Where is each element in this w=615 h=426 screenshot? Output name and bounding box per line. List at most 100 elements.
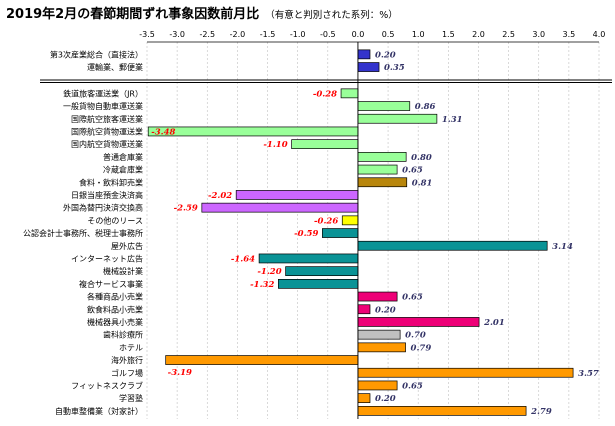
bar [357, 380, 398, 391]
value-label: 0.20 [375, 50, 396, 60]
category-label: 一般貨物自動車運送業 [63, 101, 143, 111]
category-label: インターネット広告 [71, 253, 143, 263]
value-label: 0.86 [415, 102, 436, 112]
chart-title-main: 2019年2月の春節期間ずれ事象因数前月比 [6, 7, 260, 22]
value-label: -3.19 [168, 368, 192, 378]
value-label: -0.26 [314, 216, 338, 226]
category-label: 飲食料品小売業 [87, 304, 143, 314]
value-label: -2.59 [174, 204, 198, 214]
category-label: フィットネスクラブ [71, 380, 143, 390]
value-label: -3.48 [151, 127, 175, 137]
chart-title: 2019年2月の春節期間ずれ事象因数前月比 （有意と判別された系列：%） [6, 3, 398, 22]
bar [285, 266, 359, 276]
category-label: 国内航空貨物運送業 [71, 139, 143, 149]
bar [357, 240, 548, 251]
bar [357, 406, 527, 416]
x-tick-label: -3.0 [169, 30, 185, 39]
bar [357, 291, 398, 302]
category-label: 学習塾 [119, 393, 143, 403]
chart-subtitle: （有意と判別された系列：%） [265, 10, 398, 21]
value-label: 0.35 [384, 63, 405, 73]
value-label: -1.32 [250, 280, 274, 290]
category-label: 各種商品小売業 [87, 292, 143, 302]
value-label: -0.59 [294, 229, 318, 239]
x-tick-label: -1.5 [260, 30, 276, 39]
value-label: 0.20 [375, 305, 396, 315]
bar [357, 177, 408, 188]
value-label: 0.65 [402, 293, 423, 303]
value-label: 0.20 [375, 394, 396, 404]
bar [278, 279, 359, 289]
bar [357, 49, 371, 60]
value-label: -1.64 [231, 254, 255, 264]
value-label: 2.01 [483, 318, 505, 328]
x-tick-label: -1.0 [290, 30, 306, 39]
category-label: 国際航空貨物運送業 [71, 126, 143, 136]
category-label: 冷蔵倉庫業 [103, 165, 143, 175]
bar [357, 164, 398, 175]
value-label: 3.14 [552, 242, 573, 252]
category-label: 運輸業、郵便業 [87, 62, 143, 72]
value-label: -1.20 [257, 267, 281, 277]
value-label: 0.65 [402, 381, 423, 391]
bar [357, 342, 406, 353]
x-tick-label: -0.5 [320, 30, 336, 39]
bar [201, 202, 359, 213]
bar [357, 152, 407, 162]
category-label: 第3次産業総合（直接法） [50, 49, 143, 59]
value-label: 1.31 [442, 115, 463, 125]
bar [357, 317, 480, 327]
category-label: 国際航空旅客運送業 [71, 114, 143, 124]
value-label: 3.57 [578, 369, 599, 379]
category-label: 自動車整備業（対家計） [55, 406, 143, 416]
category-label: 複合サービス事業 [79, 279, 143, 289]
category-label: ゴルフ場 [111, 368, 143, 378]
bar [357, 329, 401, 340]
category-label: その他のリース [87, 215, 143, 225]
category-label: 海外旅行 [111, 355, 143, 365]
value-label: -2.02 [208, 191, 232, 201]
bar [165, 355, 359, 365]
value-label: 0.70 [405, 331, 426, 341]
value-label: 0.65 [402, 166, 423, 176]
x-tick-label: 3.5 [562, 30, 575, 39]
bar [147, 126, 359, 137]
category-label: 公認会計士事務所、税理士事務所 [23, 228, 143, 238]
bar [357, 367, 574, 378]
category-label: 屋外広告 [111, 241, 143, 251]
category-label: 外国為替円決済交換高 [63, 203, 143, 213]
category-label: 機械設計業 [103, 266, 143, 276]
bar [258, 253, 359, 264]
x-tick-label: 1.5 [442, 30, 455, 39]
value-label: -0.28 [313, 89, 337, 99]
x-tick-label: 2.5 [502, 30, 515, 39]
bar [340, 88, 359, 99]
x-tick-label: 0.0 [352, 30, 365, 39]
x-tick-label: 3.0 [532, 30, 545, 39]
category-label: ホテル [119, 343, 143, 352]
bar [357, 62, 380, 72]
x-tick-label: 4.0 [593, 30, 606, 39]
bar [235, 190, 359, 200]
bar [357, 393, 371, 403]
category-label: 鉄道旅客運送業（JR） [63, 88, 143, 98]
value-label: 0.80 [411, 153, 432, 163]
bar [291, 139, 359, 149]
x-tick-label: -2.5 [199, 30, 215, 39]
value-label: 0.81 [412, 178, 433, 188]
bar [322, 228, 359, 238]
bar [357, 101, 411, 111]
category-label: 歯科診療所 [103, 330, 143, 340]
value-label: 2.79 [530, 407, 552, 417]
bar [341, 215, 359, 226]
x-tick-label: 1.0 [412, 30, 425, 39]
bar [357, 113, 438, 124]
value-label: 0.79 [411, 343, 432, 353]
x-tick-label: -3.5 [139, 30, 155, 39]
x-tick-label: 0.5 [382, 30, 395, 39]
x-tick-label: -2.0 [230, 30, 246, 39]
x-tick-label: 2.0 [472, 30, 485, 39]
category-label: 普通倉庫業 [103, 152, 143, 162]
category-label: 日銀当座預金決済高 [71, 190, 143, 200]
